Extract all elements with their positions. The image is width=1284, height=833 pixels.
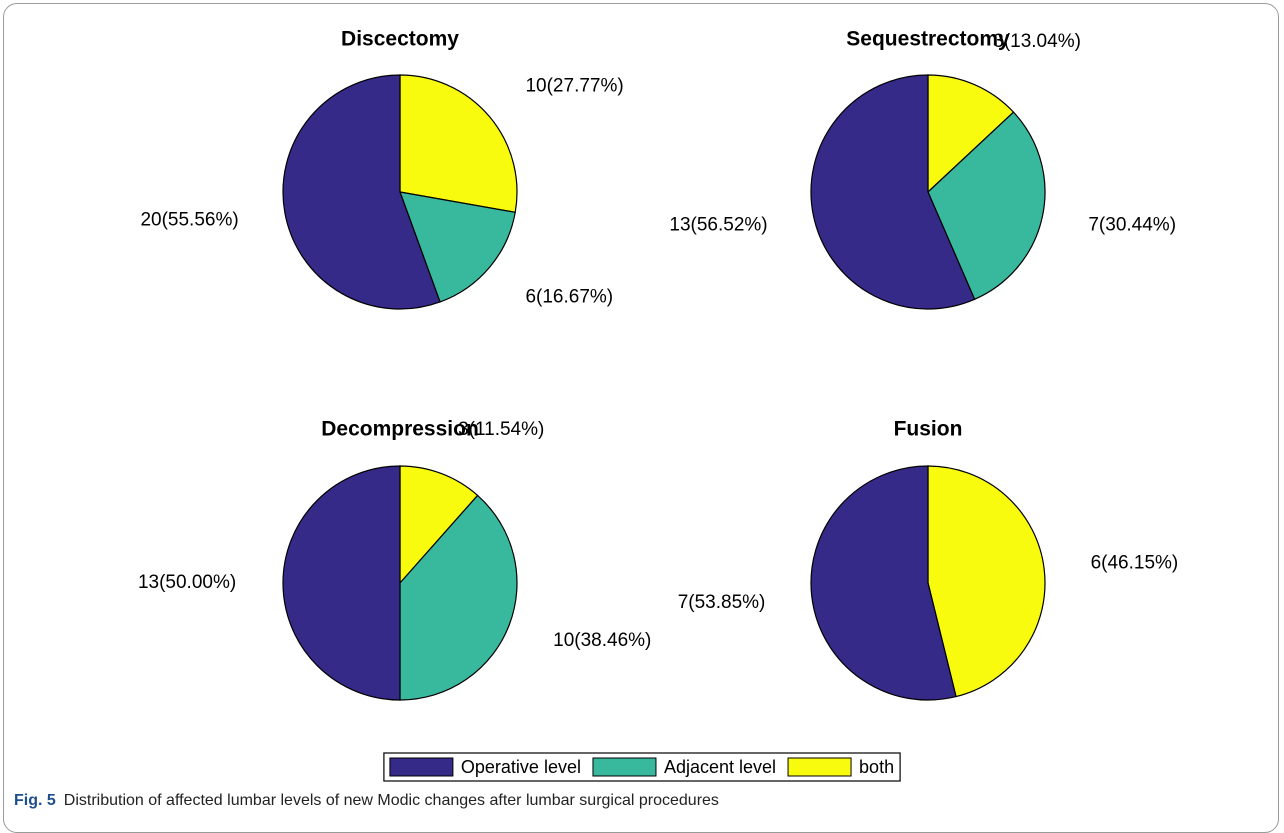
slice-label: 6(16.67%) [525, 286, 613, 307]
legend-label: Adjacent level [664, 757, 776, 777]
caption: Fig. 5 Distribution of affected lumbar le… [14, 792, 719, 810]
pie-slice [399, 465, 479, 585]
pie-slice [927, 111, 1046, 301]
slice-label: 13(50.00%) [138, 572, 236, 593]
pie-slice [399, 191, 516, 303]
legend-swatch [592, 757, 657, 777]
slice-label: 3(11.54%) [458, 419, 544, 440]
legend-label: Operative level [461, 757, 581, 777]
pie-title: Discectomy [341, 28, 459, 51]
legend-swatch [389, 757, 454, 777]
chart: Discectomy 10(27.77%) 6(16.67%) 20(55.56%) S… [138, 28, 1179, 782]
pie-slice [810, 74, 976, 310]
pie-slice [282, 465, 401, 701]
pie-title: Sequestrectomy [846, 28, 1010, 51]
pie-slice [810, 465, 957, 701]
caption-text: Distribution of affected lumbar levels o… [63, 792, 719, 809]
slice-label: 20(55.56%) [140, 209, 238, 230]
slice-label: 6(46.15%) [1091, 552, 1179, 573]
slice-label: 7(53.85%) [678, 592, 766, 613]
caption-label: Fig. 5 [14, 792, 56, 809]
pie-slice [927, 465, 1046, 698]
pie-slice [399, 74, 518, 214]
slice-label: 7(30.44%) [1088, 214, 1176, 235]
legend-swatch [787, 757, 852, 777]
pie-slice [399, 494, 518, 701]
slice-label: 3(13.04%) [993, 31, 1081, 52]
pie-slice [282, 74, 441, 310]
slice-label: 10(27.77%) [525, 76, 623, 97]
pie-slice [927, 74, 1015, 194]
pie-title: Decompression [321, 418, 479, 441]
slice-label: 10(38.46%) [553, 630, 651, 651]
pie-title: Fusion [894, 418, 963, 441]
legend-label: both [859, 757, 894, 777]
slice-label: 13(56.52%) [669, 214, 767, 235]
